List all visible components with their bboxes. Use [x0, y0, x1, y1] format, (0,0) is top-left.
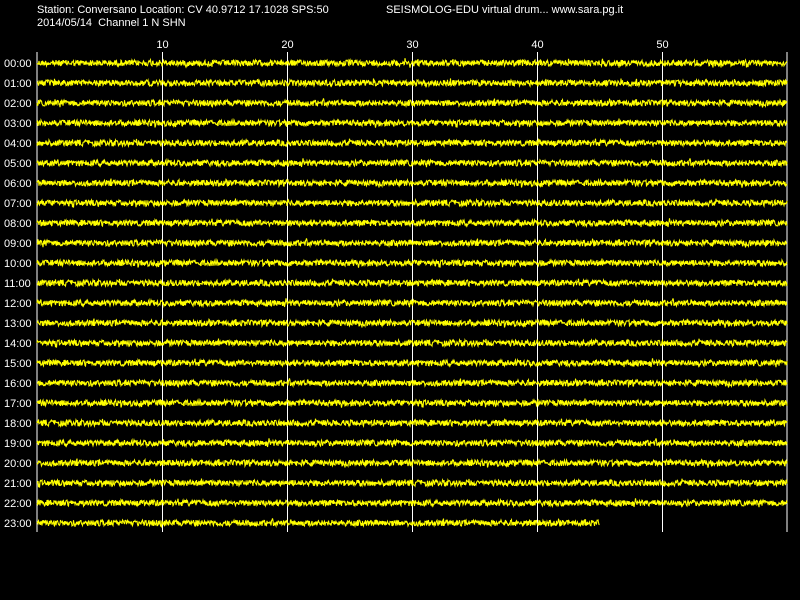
trace-row: [36, 258, 788, 268]
date-channel-info: 2014/05/14 Channel 1 N SHN: [37, 17, 186, 29]
x-tick-label: 40: [531, 39, 543, 51]
row-hour-label: 04:00: [4, 138, 32, 150]
grid: [36, 52, 788, 532]
trace-row: [36, 78, 788, 88]
trace-row: [36, 137, 788, 149]
trace-row: [36, 297, 788, 309]
trace-row: [36, 317, 788, 329]
trace-row: [36, 437, 788, 449]
row-hour-label: 03:00: [4, 118, 32, 130]
x-tick-label: 20: [281, 39, 293, 51]
row-hour-label: 09:00: [4, 238, 32, 250]
trace-row: [36, 417, 788, 429]
trace-row: [36, 337, 788, 349]
row-hour-label: 20:00: [4, 458, 32, 470]
row-hour-label: 17:00: [4, 398, 32, 410]
row-hour-label: 12:00: [4, 298, 32, 310]
station-info: Station: Conversano Location: CV 40.9712…: [37, 4, 329, 16]
drum-title: SEISMOLOG-EDU virtual drum... www.sara.p…: [386, 4, 624, 16]
row-hour-label: 19:00: [4, 438, 32, 450]
row-hour-label: 01:00: [4, 78, 32, 90]
trace-row: [36, 197, 788, 209]
row-hour-label: 07:00: [4, 198, 32, 210]
row-hour-label: 15:00: [4, 358, 32, 370]
trace-row: [36, 157, 788, 169]
trace-row: [36, 357, 788, 369]
trace-row: [36, 177, 788, 189]
trace-row: [36, 517, 600, 529]
row-hour-label: 18:00: [4, 418, 32, 430]
row-hour-label: 22:00: [4, 498, 32, 510]
trace-row: [36, 57, 788, 69]
labels: 10 20 30 40 50 00:00 01:00 02:00 03:00 04:00 05:00…: [4, 39, 669, 530]
trace-row: [36, 477, 788, 489]
row-hour-label: 21:00: [4, 478, 32, 490]
trace-row: [36, 217, 788, 229]
row-hour-label: 00:00: [4, 58, 32, 70]
row-hour-label: 05:00: [4, 158, 32, 170]
trace-row: [36, 117, 788, 128]
x-tick-label: 50: [656, 39, 668, 51]
row-hour-label: 10:00: [4, 258, 32, 270]
trace-row: [36, 97, 788, 109]
trace-row: [36, 277, 788, 289]
row-hour-label: 06:00: [4, 178, 32, 190]
trace-row: [36, 398, 788, 408]
trace-row: [36, 457, 788, 469]
row-hour-label: 16:00: [4, 378, 32, 390]
row-hour-label: 02:00: [4, 98, 32, 110]
traces: [36, 57, 788, 529]
row-hour-label: 13:00: [4, 318, 32, 330]
x-tick-label: 30: [406, 39, 418, 51]
trace-row: [36, 497, 788, 509]
trace-row: [36, 237, 788, 249]
x-tick-label: 10: [156, 39, 168, 51]
row-hour-label: 08:00: [4, 218, 32, 230]
row-hour-label: 11:00: [4, 278, 31, 290]
trace-row: [36, 377, 788, 389]
row-hour-label: 14:00: [4, 338, 32, 350]
row-hour-label: 23:00: [4, 518, 32, 530]
